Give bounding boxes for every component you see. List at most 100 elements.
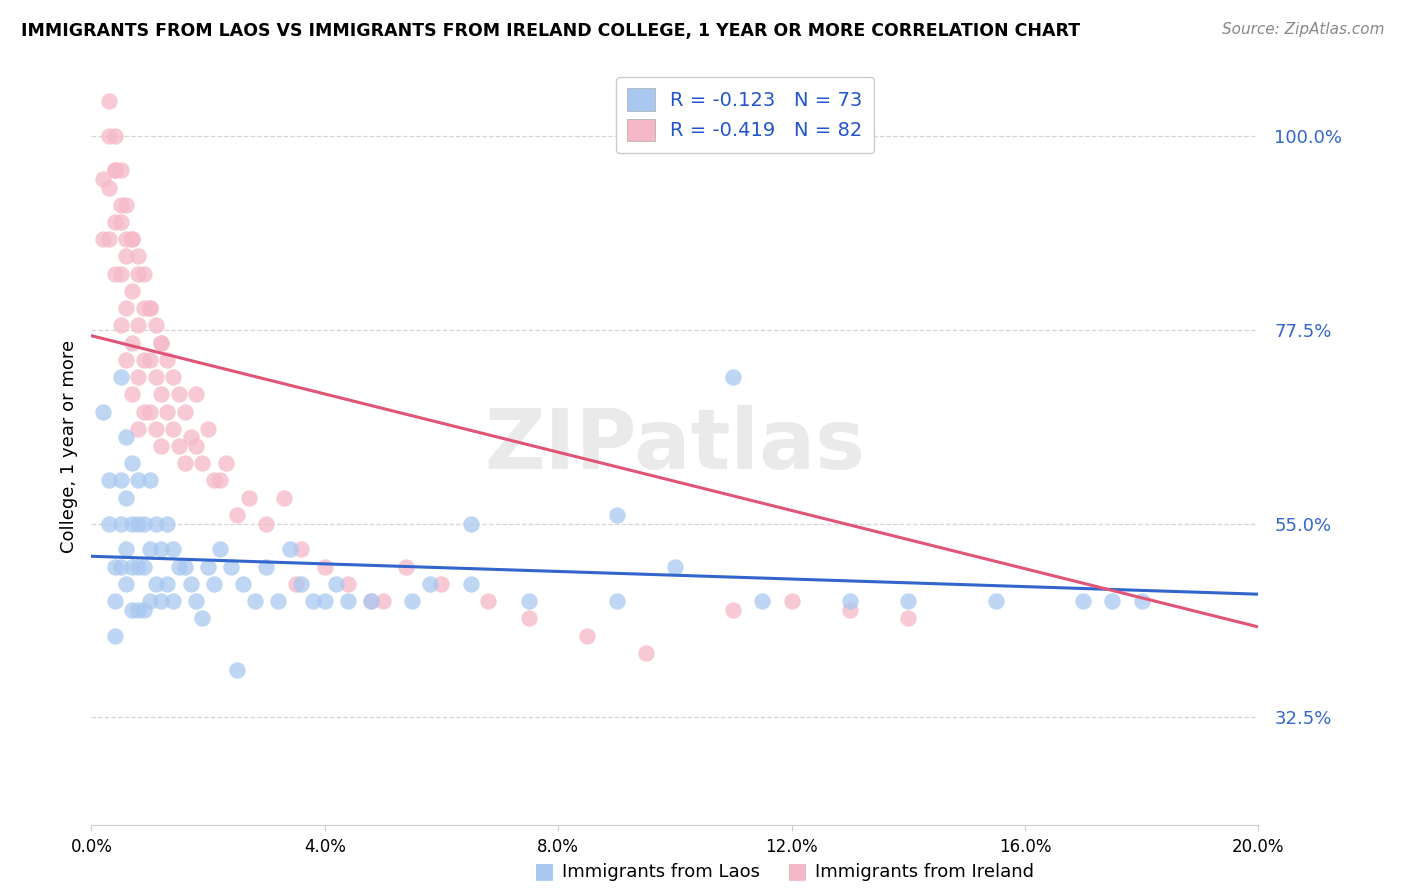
Point xyxy=(121,456,143,470)
Point xyxy=(517,611,540,625)
Point xyxy=(121,603,143,617)
Point xyxy=(517,594,540,608)
Point xyxy=(127,603,149,617)
Point xyxy=(145,318,167,333)
Point xyxy=(110,516,132,531)
Point xyxy=(150,335,173,350)
Point xyxy=(173,559,195,574)
Point xyxy=(360,594,382,608)
Point xyxy=(110,318,132,333)
Point xyxy=(1130,594,1153,608)
Point xyxy=(156,352,179,367)
Point xyxy=(162,542,184,557)
Point xyxy=(115,250,138,264)
Point xyxy=(132,559,155,574)
Point xyxy=(243,594,266,608)
Point xyxy=(254,516,277,531)
Point xyxy=(150,594,173,608)
Point xyxy=(110,163,132,178)
Point xyxy=(132,267,155,281)
Point xyxy=(173,456,195,470)
Point xyxy=(162,370,184,384)
Point xyxy=(110,267,132,281)
Text: ■: ■ xyxy=(787,862,808,881)
Point xyxy=(138,352,162,367)
Point xyxy=(91,404,114,418)
Point xyxy=(751,594,773,608)
Point xyxy=(91,232,114,246)
Point xyxy=(780,594,803,608)
Point xyxy=(115,232,138,246)
Point xyxy=(104,629,127,643)
Point xyxy=(138,594,162,608)
Point xyxy=(460,577,482,591)
Point xyxy=(186,439,208,453)
Y-axis label: College, 1 year or more: College, 1 year or more xyxy=(59,340,77,552)
Text: Source: ZipAtlas.com: Source: ZipAtlas.com xyxy=(1222,22,1385,37)
Point xyxy=(97,180,120,194)
Point xyxy=(104,128,127,143)
Point xyxy=(97,232,120,246)
Point xyxy=(605,508,627,522)
Point xyxy=(664,559,686,574)
Point xyxy=(132,301,155,315)
Point xyxy=(254,559,277,574)
Point xyxy=(723,370,745,384)
Point xyxy=(115,542,138,557)
Point xyxy=(115,301,138,315)
Point xyxy=(191,611,214,625)
Point xyxy=(104,559,127,574)
Point xyxy=(290,542,312,557)
Point xyxy=(127,516,149,531)
Point xyxy=(132,603,155,617)
Point xyxy=(232,577,254,591)
Point xyxy=(104,163,127,178)
Point xyxy=(371,594,394,608)
Point xyxy=(145,370,167,384)
Point xyxy=(150,439,173,453)
Point xyxy=(121,559,143,574)
Point xyxy=(290,577,312,591)
Point xyxy=(337,594,360,608)
Point xyxy=(145,577,167,591)
Point xyxy=(138,542,162,557)
Point xyxy=(173,404,195,418)
Point xyxy=(167,387,190,401)
Point xyxy=(91,172,114,186)
Point xyxy=(1101,594,1123,608)
Point xyxy=(138,404,162,418)
Point xyxy=(191,456,214,470)
Point xyxy=(214,456,236,470)
Point xyxy=(110,559,132,574)
Point xyxy=(314,594,336,608)
Point xyxy=(121,387,143,401)
Point xyxy=(208,542,231,557)
Point xyxy=(104,163,127,178)
Point xyxy=(221,559,243,574)
Text: IMMIGRANTS FROM LAOS VS IMMIGRANTS FROM IRELAND COLLEGE, 1 YEAR OR MORE CORRELAT: IMMIGRANTS FROM LAOS VS IMMIGRANTS FROM … xyxy=(21,22,1080,40)
Point xyxy=(302,594,325,608)
Point xyxy=(430,577,453,591)
Point xyxy=(115,491,138,505)
Point xyxy=(127,422,149,436)
Point xyxy=(97,95,120,109)
Point xyxy=(314,559,336,574)
Point xyxy=(838,603,860,617)
Point xyxy=(337,577,360,591)
Point xyxy=(121,516,143,531)
Point xyxy=(145,422,167,436)
Point xyxy=(97,474,120,488)
Point xyxy=(267,594,290,608)
Point xyxy=(477,594,499,608)
Point xyxy=(460,516,482,531)
Point xyxy=(634,646,657,660)
Point xyxy=(138,474,162,488)
Point xyxy=(121,232,143,246)
Point xyxy=(127,474,149,488)
Point xyxy=(150,335,173,350)
Point xyxy=(162,594,184,608)
Point xyxy=(278,542,301,557)
Point xyxy=(419,577,441,591)
Point xyxy=(186,387,208,401)
Point xyxy=(395,559,418,574)
